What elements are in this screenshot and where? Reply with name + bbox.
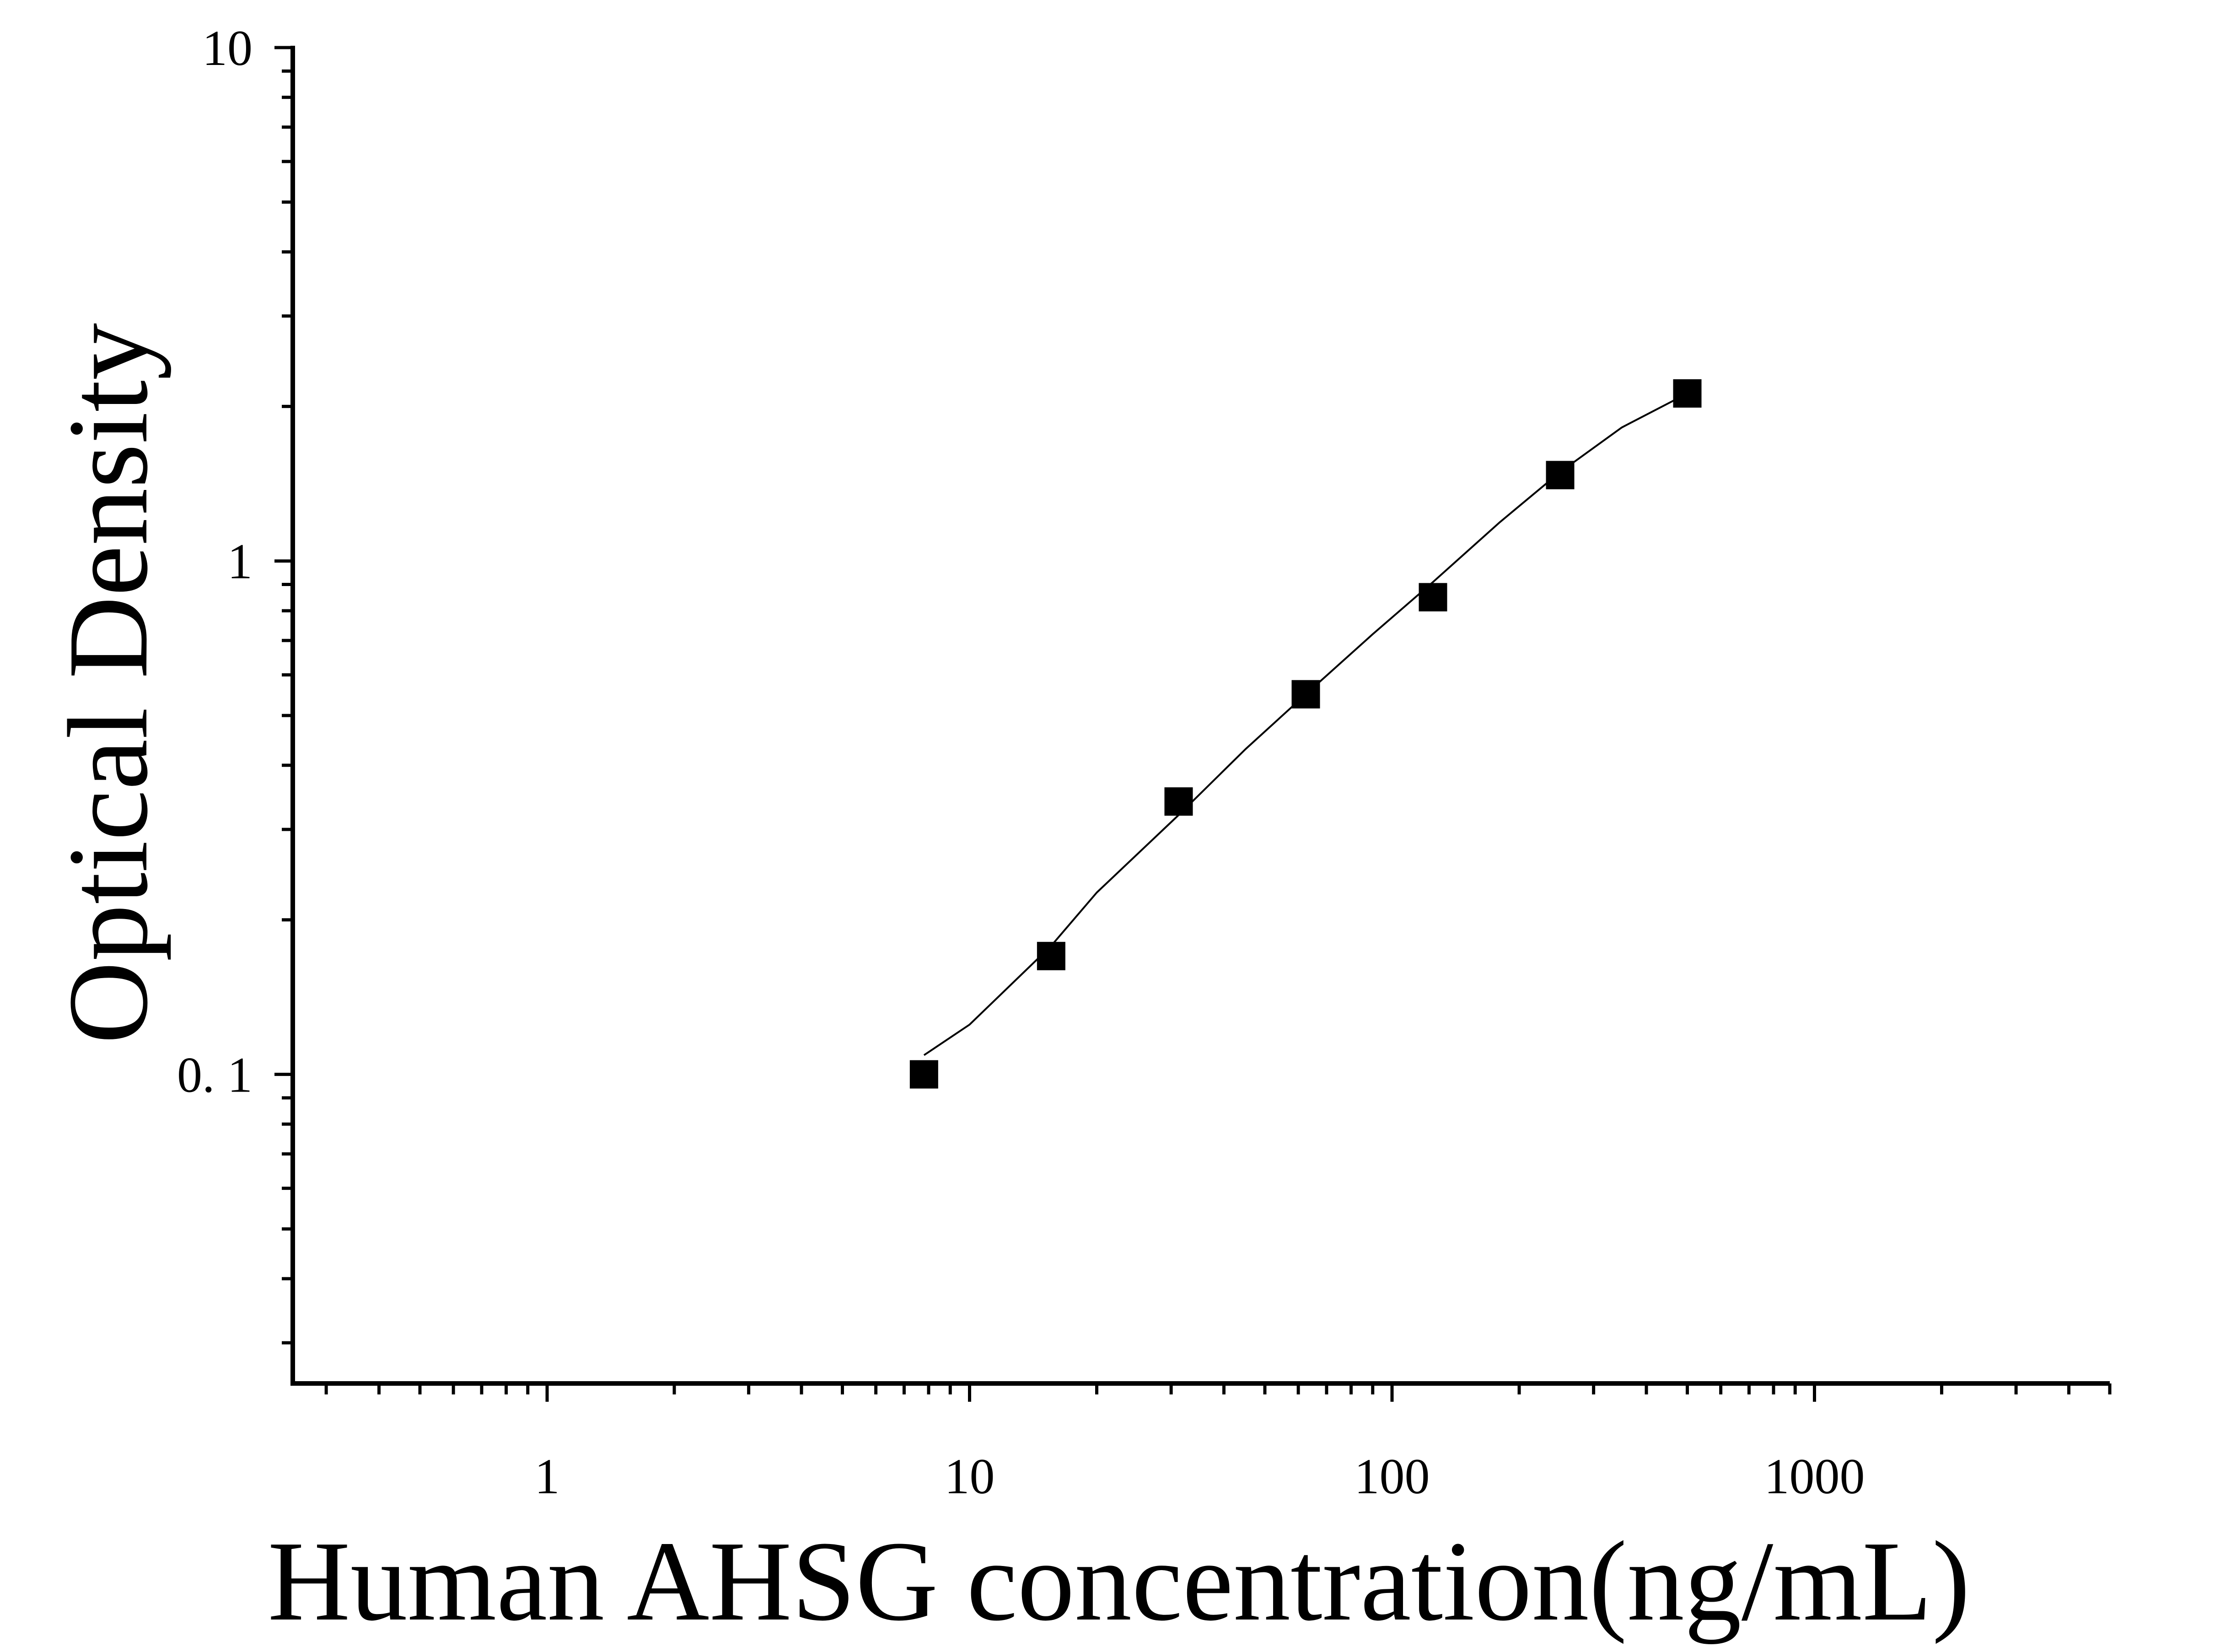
data-point (1546, 461, 1575, 490)
y-tick-label: 10 (202, 20, 253, 76)
data-point (1419, 583, 1447, 612)
data-point (1037, 942, 1065, 970)
y-tick-label: 0. 1 (177, 1047, 253, 1103)
ticks: 1 10 100 1000 0. 1 1 10 (177, 20, 2112, 1504)
x-tick-label: 1 (535, 1448, 560, 1504)
y-tick-label: 1 (227, 533, 253, 589)
x-axis-title: Human AHSG concentration(ng/mL) (268, 1518, 1970, 1645)
x-tick-label: 1000 (1764, 1448, 1865, 1504)
x-tick-label: 10 (945, 1448, 995, 1504)
x-tick-label: 100 (1355, 1448, 1430, 1504)
data-point (1673, 379, 1702, 408)
data-point (909, 1060, 938, 1089)
data-point (1164, 787, 1193, 816)
data-points (909, 379, 1702, 1089)
y-axis-title: Optical Density (45, 323, 172, 1044)
axes (290, 46, 2110, 1386)
data-point (1291, 680, 1320, 709)
